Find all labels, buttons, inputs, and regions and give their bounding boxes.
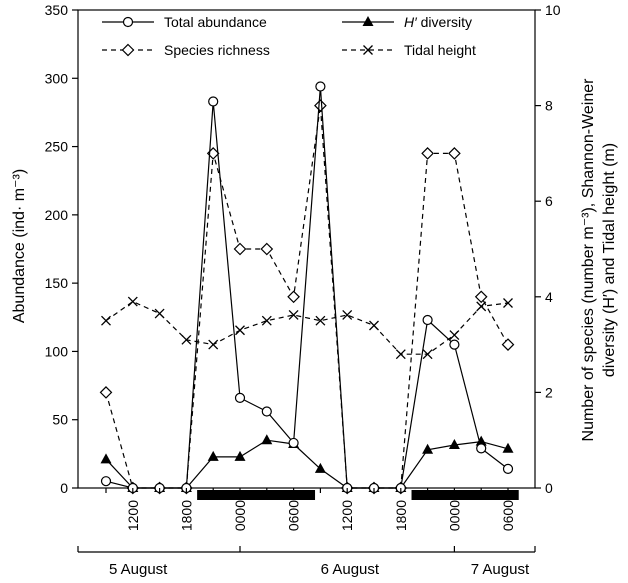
night-bar xyxy=(197,490,316,500)
series-layer xyxy=(99,81,515,495)
point-tidal-height xyxy=(395,349,406,360)
y-right-axis-title-line1: Number of species (number m⁻³), Shannon-… xyxy=(580,78,597,442)
series-line-species-richness xyxy=(105,105,401,489)
point-tidal-height xyxy=(422,349,433,360)
left-axis: 0 50 100 150 200 250 300 350 xyxy=(45,2,78,496)
point-tidal-height xyxy=(503,298,513,308)
y-left-tick-label: 300 xyxy=(45,70,69,86)
y-left-tick-label: 200 xyxy=(45,207,69,223)
x-time-tick-label: 1200 xyxy=(339,500,355,531)
point-species-richness xyxy=(448,147,461,160)
point-h-diversity xyxy=(261,434,273,445)
x-time-tick-label: 0600 xyxy=(500,500,516,531)
point-h-diversity xyxy=(475,435,487,446)
y-left-tick-label: 250 xyxy=(45,139,69,155)
point-tidal-height xyxy=(235,325,245,336)
right-axis: 0 2 4 6 8 10 xyxy=(535,2,561,496)
point-species-richness xyxy=(314,99,327,112)
point-tidal-height xyxy=(101,315,111,326)
x-axis: 1200 1800 0000 0600 1200 1800 0000 0600 5 August… xyxy=(77,488,536,578)
legend-label-species-richness: Species richness xyxy=(164,42,270,58)
y-left-axis-title: Abundance (ind· m⁻³) xyxy=(11,169,28,323)
series-line-tidal-height xyxy=(105,300,509,355)
night-bar xyxy=(411,490,519,500)
series-h-diversity xyxy=(100,434,514,492)
y-right-tick-label: 6 xyxy=(545,193,553,209)
point-h-diversity xyxy=(234,450,246,461)
plot-frame xyxy=(77,9,536,489)
point-total-abundance xyxy=(315,81,326,92)
point-h-diversity xyxy=(448,438,460,449)
point-species-richness xyxy=(287,290,300,304)
point-h-diversity xyxy=(422,443,434,454)
y-right-axis-title-line2: diversity (H′) and Tidal height (m) xyxy=(601,143,618,377)
point-total-abundance xyxy=(422,314,433,326)
point-tidal-height xyxy=(369,320,379,331)
point-h-diversity xyxy=(207,450,219,461)
y-right-tick-label: 10 xyxy=(545,2,561,18)
series-line-total-abundance xyxy=(105,86,401,489)
y-right-tick-label: 2 xyxy=(545,384,553,400)
point-species-richness xyxy=(421,147,434,160)
point-total-abundance xyxy=(502,463,514,474)
point-tidal-height xyxy=(127,296,138,307)
point-total-abundance xyxy=(208,96,219,107)
point-tidal-height xyxy=(208,339,219,350)
point-tidal-height xyxy=(449,330,460,340)
point-h-diversity xyxy=(502,442,514,453)
point-h-diversity xyxy=(100,453,112,464)
x-time-tick-label: 0600 xyxy=(286,500,302,531)
x-time-tick-label: 1800 xyxy=(178,500,194,531)
series-species-richness xyxy=(99,99,515,495)
point-total-abundance xyxy=(476,443,487,454)
plot-border xyxy=(77,9,536,489)
point-species-richness xyxy=(474,290,488,304)
point-h-diversity xyxy=(314,462,326,473)
y-left-tick-label: 150 xyxy=(45,275,69,291)
date-label: 7 August xyxy=(471,561,530,578)
point-total-abundance xyxy=(100,476,112,487)
x-time-tick-label: 0000 xyxy=(446,500,462,531)
y-right-tick-label: 4 xyxy=(545,289,553,305)
point-species-richness xyxy=(233,242,247,256)
legend: Total abundance H′ diversity Species richn… xyxy=(102,14,476,58)
night-bars xyxy=(197,490,519,500)
legend-label-total-abundance: Total abundance xyxy=(164,14,267,30)
point-tidal-height xyxy=(181,334,192,345)
x-time-tick-label: 0000 xyxy=(232,500,248,531)
series-line-h-diversity xyxy=(105,439,401,489)
point-species-richness xyxy=(260,242,274,256)
point-species-richness xyxy=(501,338,515,351)
point-tidal-height xyxy=(154,308,165,319)
point-total-abundance xyxy=(288,437,299,449)
point-total-abundance xyxy=(449,339,460,350)
date-label: 5 August xyxy=(109,561,168,578)
y-left-tick-label: 50 xyxy=(52,412,68,428)
point-tidal-height xyxy=(288,310,299,320)
point-total-abundance xyxy=(234,392,246,403)
y-right-tick-label: 8 xyxy=(545,98,553,114)
x-time-tick-label: 1200 xyxy=(125,500,141,531)
point-total-abundance xyxy=(261,406,272,417)
series-line-species-richness xyxy=(400,152,509,489)
y-left-tick-label: 350 xyxy=(45,2,69,18)
y-left-tick-label: 0 xyxy=(60,480,68,496)
y-left-tick-label: 100 xyxy=(45,343,69,359)
point-tidal-height xyxy=(315,315,326,326)
point-species-richness xyxy=(99,386,113,399)
point-tidal-height xyxy=(342,310,353,320)
point-tidal-height xyxy=(261,315,272,326)
y-right-tick-label: 0 xyxy=(545,480,553,496)
legend-marker-species-richness xyxy=(121,43,135,57)
legend-label-h-diversity: H′ diversity xyxy=(404,14,472,30)
x-time-tick-label: 1800 xyxy=(393,500,409,531)
legend-marker-h-diversity xyxy=(362,16,374,26)
series-tidal-height xyxy=(101,296,513,360)
legend-marker-tidal-height xyxy=(363,45,373,55)
series-total-abundance xyxy=(100,81,514,494)
legend-marker-total-abundance xyxy=(122,16,134,28)
legend-label-tidal-height: Tidal height xyxy=(404,42,476,58)
date-label: 6 August xyxy=(321,561,380,578)
